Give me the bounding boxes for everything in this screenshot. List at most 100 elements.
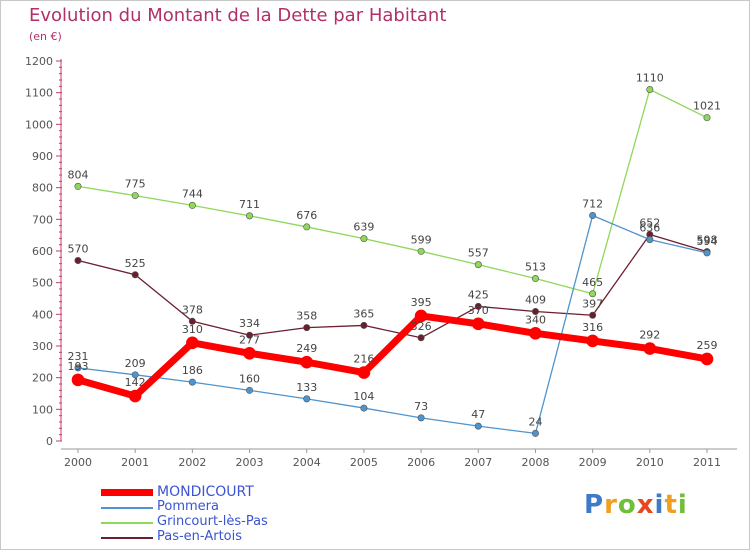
data-point — [417, 334, 425, 342]
data-point — [474, 422, 482, 430]
data-label: 310 — [182, 323, 203, 336]
data-label: 370 — [468, 304, 489, 317]
x-tick-label: 2005 — [350, 456, 378, 469]
data-label: 525 — [125, 257, 146, 270]
data-point — [589, 212, 597, 220]
legend-label: Pommera — [157, 499, 219, 514]
data-label: 425 — [468, 288, 489, 301]
data-point — [474, 302, 482, 310]
data-point — [246, 212, 254, 220]
data-point — [74, 256, 82, 264]
data-point — [71, 373, 85, 387]
y-tick-label: 700 — [32, 213, 53, 226]
data-label: 397 — [582, 297, 603, 310]
y-tick-label: 800 — [32, 182, 53, 195]
legend-swatch-pommera — [101, 507, 153, 509]
chart-axes: 0 100 200 300 400 500 600 700 800 900 1000 1100 1200… — [25, 55, 737, 469]
legend-item: MONDICOURT — [101, 484, 361, 500]
data-point — [74, 182, 82, 190]
data-point — [186, 336, 199, 350]
data-label: 340 — [525, 313, 546, 326]
series-line — [77, 88, 708, 295]
data-point — [131, 371, 139, 379]
data-point — [589, 311, 597, 319]
data-point — [246, 386, 254, 394]
data-point — [417, 414, 425, 422]
data-label: 316 — [582, 321, 603, 334]
legend-item: Pommera — [101, 499, 361, 515]
legend-swatch-mondicourt — [101, 489, 153, 496]
chart-series-points — [71, 86, 714, 437]
data-label: 594 — [697, 235, 718, 248]
data-label: 775 — [125, 178, 146, 191]
data-label: 186 — [182, 364, 203, 377]
data-point — [74, 364, 82, 372]
data-point — [300, 355, 314, 369]
y-tick-label: 1200 — [25, 55, 53, 68]
proxiti-logo: Proxiti — [584, 490, 688, 520]
data-label: 259 — [697, 339, 718, 352]
x-tick-label: 2006 — [407, 456, 435, 469]
data-point — [474, 261, 482, 269]
logo-letter: x — [636, 490, 655, 520]
data-label: 409 — [525, 293, 546, 306]
data-point — [703, 249, 711, 257]
data-point — [303, 223, 311, 231]
data-label: 326 — [411, 320, 432, 333]
data-point — [414, 309, 428, 323]
legend-label: Grincourt-lès-Pas — [157, 514, 268, 529]
logo-letter: P — [584, 490, 605, 520]
logo-letter: t — [664, 490, 678, 520]
data-label: 160 — [239, 372, 260, 385]
x-tick-label: 2009 — [579, 456, 607, 469]
data-point — [700, 352, 714, 366]
y-tick-label: 1000 — [25, 118, 53, 131]
data-label: 570 — [68, 243, 89, 256]
data-label: 395 — [411, 296, 432, 309]
data-point — [531, 275, 539, 283]
data-point — [360, 321, 368, 329]
y-tick-label: 300 — [32, 340, 53, 353]
logo-letter: r — [604, 490, 618, 520]
data-point — [417, 247, 425, 255]
data-point — [360, 404, 368, 412]
legend-swatch-pas-en-artois — [101, 537, 153, 539]
data-point — [128, 389, 142, 403]
chart-title: Evolution du Montant de la Dette par Hab… — [29, 5, 447, 26]
series-line — [77, 214, 708, 435]
data-label: 1110 — [636, 72, 664, 85]
series-line — [74, 312, 711, 400]
data-label: 104 — [353, 390, 374, 403]
data-label: 599 — [411, 233, 432, 246]
series-line — [77, 233, 708, 339]
x-tick-label: 2000 — [64, 456, 92, 469]
x-tick-label: 2007 — [464, 456, 492, 469]
data-point — [360, 235, 368, 243]
data-label: 513 — [525, 261, 546, 274]
data-label: 193 — [68, 360, 89, 373]
data-label: 598 — [697, 234, 718, 247]
data-label: 365 — [353, 307, 374, 320]
y-tick-label: 100 — [32, 403, 53, 416]
x-tick-label: 2010 — [636, 456, 664, 469]
y-tick-label: 400 — [32, 308, 53, 321]
data-label: 24 — [528, 415, 542, 428]
data-point — [589, 290, 597, 298]
data-label: 465 — [582, 276, 603, 289]
legend-item: Pas-en-Artois — [101, 529, 361, 545]
legend-item: Grincourt-lès-Pas — [101, 514, 361, 530]
data-label: 378 — [182, 303, 203, 316]
data-label: 557 — [468, 247, 489, 260]
data-point — [531, 307, 539, 315]
data-point — [188, 378, 196, 386]
data-label: 636 — [639, 222, 660, 235]
chart-data-labels: 804 775 744 711 676 639 599 557 513 465 1110 1021 57… — [68, 72, 722, 429]
data-label: 133 — [296, 381, 317, 394]
data-label: 142 — [125, 376, 146, 389]
data-point — [303, 395, 311, 403]
data-point — [646, 236, 654, 244]
data-label: 216 — [353, 353, 374, 366]
x-tick-label: 2002 — [178, 456, 206, 469]
